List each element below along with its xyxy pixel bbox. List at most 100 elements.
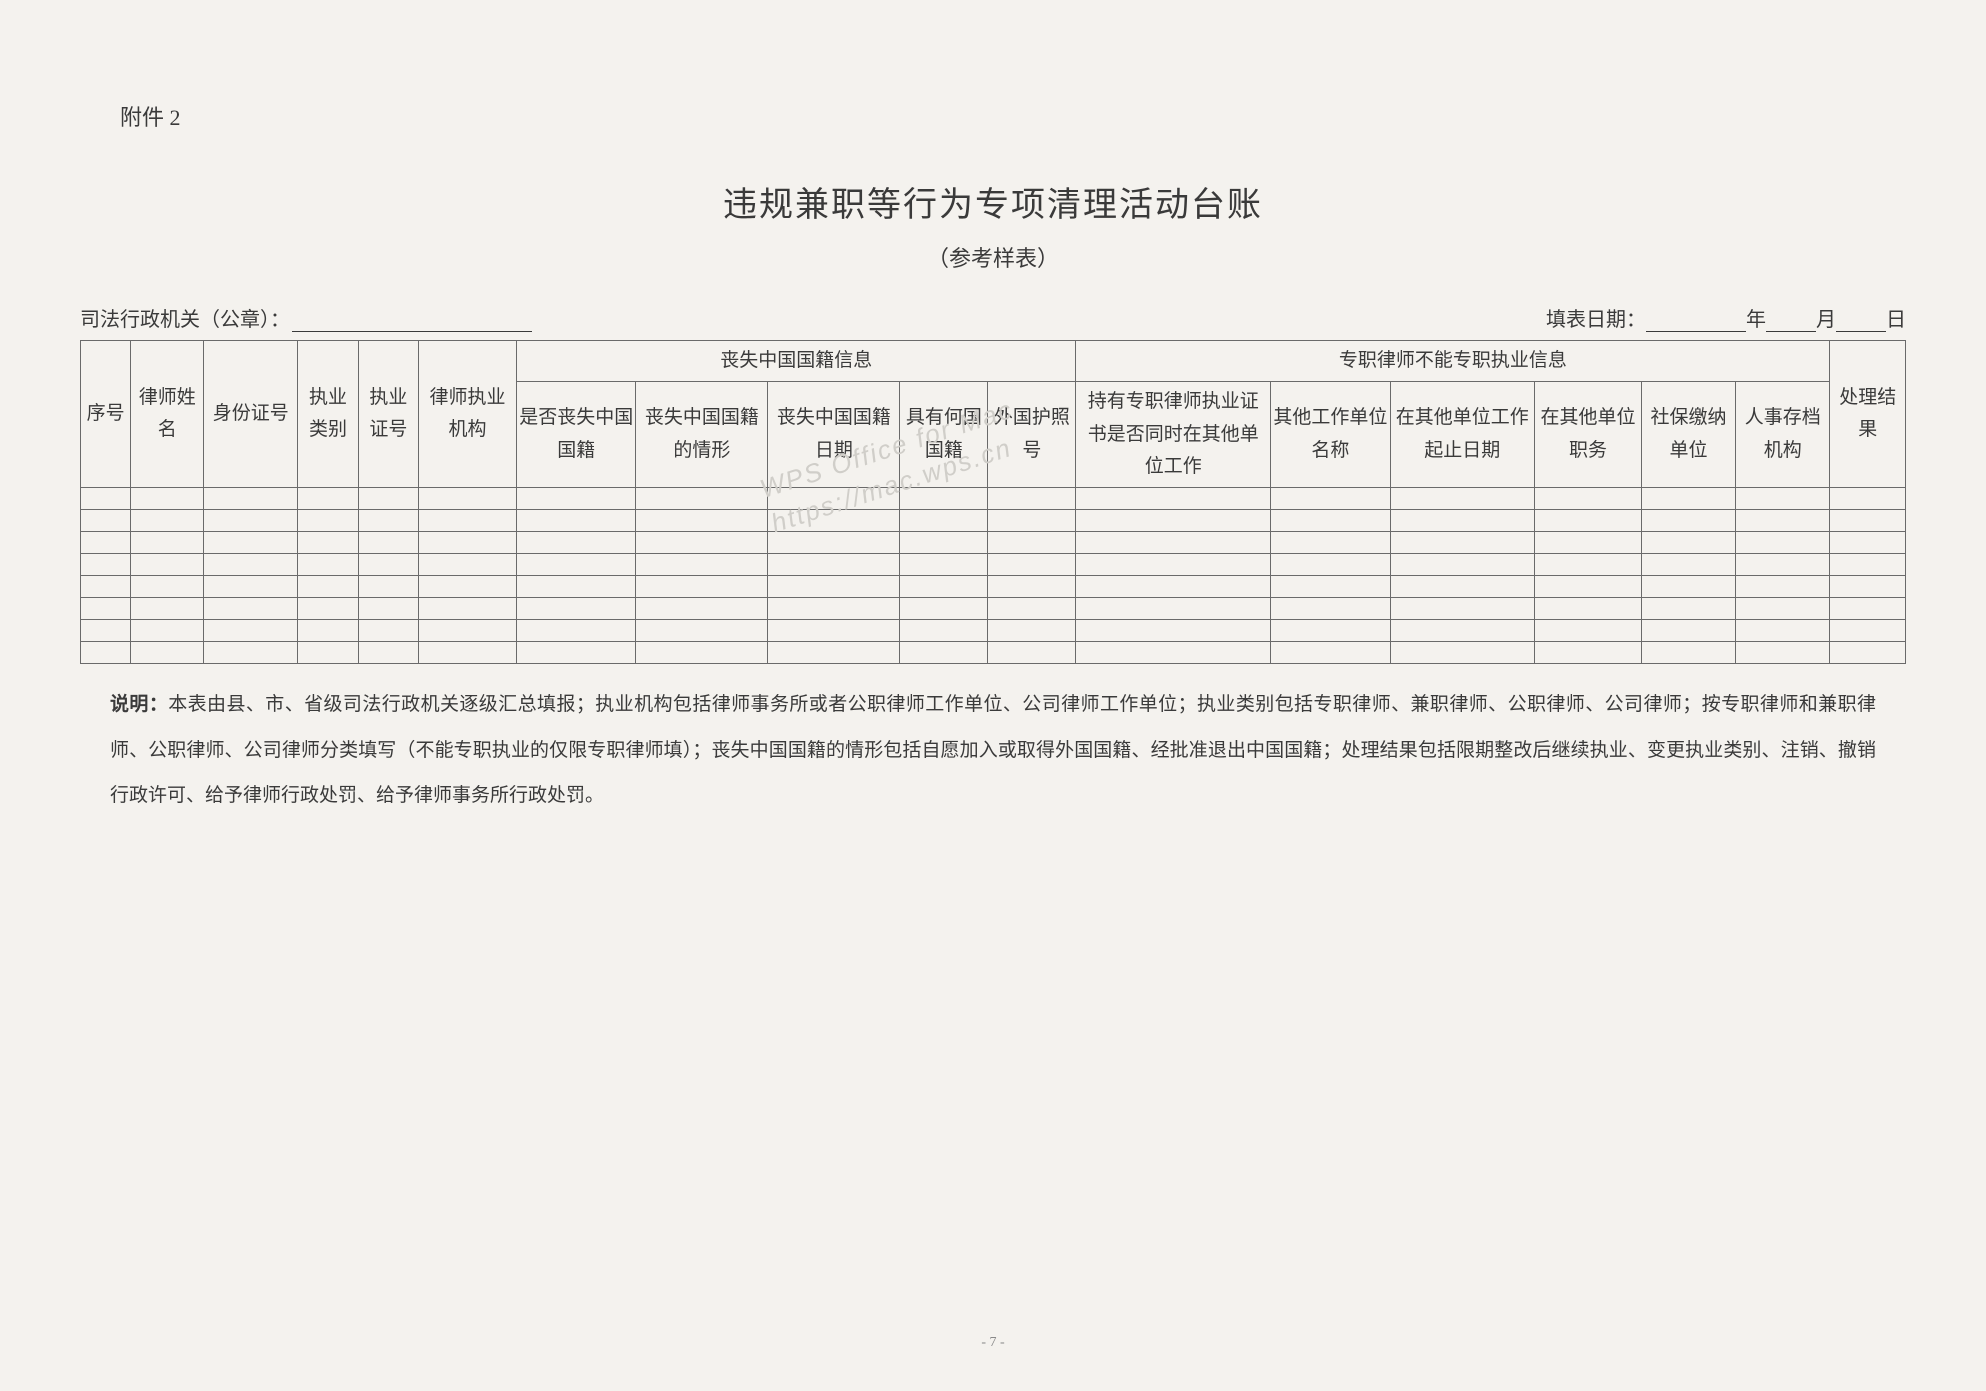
table-cell bbox=[900, 642, 988, 664]
table-cell bbox=[900, 620, 988, 642]
table-cell bbox=[1736, 620, 1830, 642]
year-blank bbox=[1646, 310, 1746, 332]
table-cell bbox=[1641, 554, 1735, 576]
table-cell bbox=[1390, 532, 1535, 554]
table-cell bbox=[298, 532, 358, 554]
table-cell bbox=[1390, 642, 1535, 664]
table-cell bbox=[988, 510, 1076, 532]
table-cell bbox=[419, 554, 517, 576]
table-cell bbox=[988, 620, 1076, 642]
table-cell bbox=[358, 620, 418, 642]
table-cell bbox=[1076, 642, 1271, 664]
table-cell bbox=[131, 642, 204, 664]
col-practice-type: 执业类别 bbox=[298, 341, 358, 488]
header-row: 司法行政机关（公章）： 填表日期： 年 月 日 bbox=[80, 303, 1906, 332]
table-cell bbox=[419, 620, 517, 642]
table-cell bbox=[1076, 620, 1271, 642]
table-cell bbox=[81, 532, 131, 554]
table-cell bbox=[1641, 510, 1735, 532]
table-cell bbox=[1736, 510, 1830, 532]
table-cell bbox=[298, 620, 358, 642]
table-cell bbox=[358, 598, 418, 620]
table-cell bbox=[204, 598, 298, 620]
table-cell bbox=[1830, 620, 1906, 642]
table-cell bbox=[988, 642, 1076, 664]
table-cell bbox=[1390, 510, 1535, 532]
ledger-table: 序号 律师姓名 身份证号 执业类别 执业证号 律师执业机构 丧失中国国籍信息 专… bbox=[80, 340, 1906, 664]
table-cell bbox=[1076, 554, 1271, 576]
table-cell bbox=[988, 576, 1076, 598]
table-cell bbox=[1271, 488, 1390, 510]
table-cell bbox=[204, 620, 298, 642]
table-cell bbox=[517, 598, 636, 620]
document-title: 违规兼职等行为专项清理活动台账 bbox=[50, 177, 1936, 226]
table-cell bbox=[298, 576, 358, 598]
table-cell bbox=[636, 554, 768, 576]
table-cell bbox=[298, 598, 358, 620]
col-practice-cert: 执业证号 bbox=[358, 341, 418, 488]
table-cell bbox=[1641, 576, 1735, 598]
col-other-work-dates: 在其他单位工作起止日期 bbox=[1390, 382, 1535, 488]
day-suffix: 日 bbox=[1886, 303, 1906, 332]
table-cell bbox=[419, 510, 517, 532]
col-other-work-unit: 其他工作单位名称 bbox=[1271, 382, 1390, 488]
table-cell bbox=[1271, 598, 1390, 620]
document-subtitle: （参考样表） bbox=[50, 241, 1936, 273]
col-personnel-archive-org: 人事存档机构 bbox=[1736, 382, 1830, 488]
table-cell bbox=[131, 510, 204, 532]
table-cell bbox=[298, 554, 358, 576]
table-cell bbox=[900, 532, 988, 554]
table-cell bbox=[768, 510, 900, 532]
table-cell bbox=[358, 642, 418, 664]
day-blank bbox=[1836, 310, 1886, 332]
notes-section: 说明：本表由县、市、省级司法行政机关逐级汇总填报；执业机构包括律师事务所或者公职… bbox=[110, 682, 1876, 819]
table-cell bbox=[1535, 532, 1642, 554]
table-cell bbox=[1535, 576, 1642, 598]
attachment-label: 附件 2 bbox=[120, 100, 1936, 132]
table-cell bbox=[1736, 598, 1830, 620]
table-cell bbox=[1736, 642, 1830, 664]
notes-text: 本表由县、市、省级司法行政机关逐级汇总填报；执业机构包括律师事务所或者公职律师工… bbox=[110, 694, 1876, 806]
table-cell bbox=[1390, 554, 1535, 576]
table-cell bbox=[358, 554, 418, 576]
table-cell bbox=[419, 642, 517, 664]
table-cell bbox=[517, 510, 636, 532]
table-cell bbox=[1271, 510, 1390, 532]
table-cell bbox=[1641, 488, 1735, 510]
table-cell bbox=[1076, 488, 1271, 510]
seal-label: 司法行政机关（公章）： bbox=[80, 303, 290, 332]
table-row bbox=[81, 620, 1906, 642]
table-cell bbox=[768, 620, 900, 642]
table-cell bbox=[204, 642, 298, 664]
table-cell bbox=[1535, 554, 1642, 576]
table-cell bbox=[988, 554, 1076, 576]
table-row bbox=[81, 488, 1906, 510]
table-cell bbox=[636, 642, 768, 664]
table-cell bbox=[81, 598, 131, 620]
table-cell bbox=[1736, 488, 1830, 510]
table-cell bbox=[1271, 532, 1390, 554]
table-cell bbox=[1535, 620, 1642, 642]
table-cell bbox=[1076, 576, 1271, 598]
table-cell bbox=[517, 554, 636, 576]
table-cell bbox=[636, 620, 768, 642]
table-cell bbox=[1736, 576, 1830, 598]
table-cell bbox=[768, 576, 900, 598]
col-lawyer-name: 律师姓名 bbox=[131, 341, 204, 488]
table-cell bbox=[81, 620, 131, 642]
table-cell bbox=[81, 576, 131, 598]
table-cell bbox=[131, 598, 204, 620]
table-row bbox=[81, 532, 1906, 554]
table-cell bbox=[204, 576, 298, 598]
table-cell bbox=[204, 488, 298, 510]
table-cell bbox=[358, 488, 418, 510]
table-cell bbox=[1641, 598, 1735, 620]
table-cell bbox=[636, 598, 768, 620]
table-cell bbox=[900, 598, 988, 620]
table-cell bbox=[419, 532, 517, 554]
date-section: 填表日期： 年 月 日 bbox=[1546, 303, 1906, 332]
table-cell bbox=[900, 488, 988, 510]
table-cell bbox=[900, 510, 988, 532]
table-cell bbox=[81, 642, 131, 664]
table-cell bbox=[1076, 532, 1271, 554]
